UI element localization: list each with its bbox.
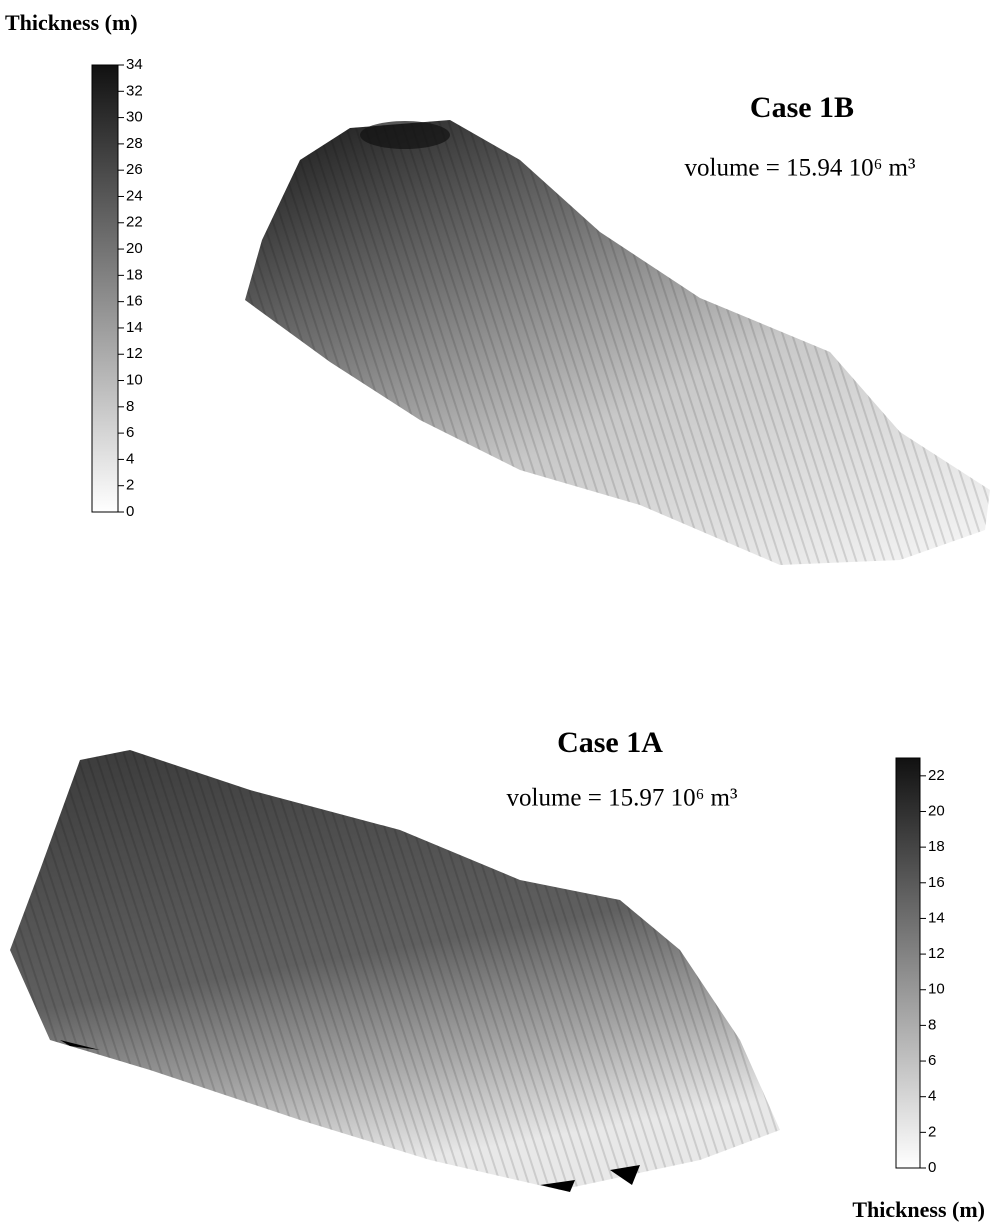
figure: Case 1B volume = 15.94 10⁶ m³ Thickness (m… xyxy=(0,0,994,1226)
colorbar-tick-label: 24 xyxy=(126,187,143,204)
colorbar-tick-label: 10 xyxy=(126,371,143,388)
colorbar-tick-label: 8 xyxy=(928,1016,936,1033)
colorbar-tick-label: 16 xyxy=(126,293,143,310)
colorbar-tick-label: 22 xyxy=(928,767,945,784)
colorbar-tick-label: 8 xyxy=(126,398,134,415)
colorbar-tick-label: 10 xyxy=(928,981,945,998)
colorbar-tick-label: 28 xyxy=(126,135,143,152)
colorbar-tick-label: 14 xyxy=(126,319,143,336)
panel-title: Case 1B xyxy=(750,91,854,124)
colorbar-tick-label: 0 xyxy=(928,1159,936,1176)
colorbar-tick-label: 12 xyxy=(928,945,945,962)
volume-annotation: volume = 15.97 10⁶ m³ xyxy=(507,785,738,812)
colorbar-tick-label: 32 xyxy=(126,82,143,99)
colorbar-tick-label: 6 xyxy=(126,424,134,441)
surface-1b xyxy=(245,120,990,565)
colorbar-tick-label: 18 xyxy=(928,838,945,855)
colorbar-label: Thickness (m) xyxy=(5,10,138,35)
colorbar-tick-label: 4 xyxy=(126,450,134,467)
colorbar-tick-label: 18 xyxy=(126,266,143,283)
colorbar xyxy=(92,65,118,512)
colorbar-tick-label: 16 xyxy=(928,874,945,891)
colorbar-tick-label: 26 xyxy=(126,161,143,178)
colorbar-label: Thickness (m) xyxy=(852,1197,985,1222)
surface-1a xyxy=(10,750,780,1192)
colorbar-tick-label: 6 xyxy=(928,1052,936,1069)
colorbar-tick-label: 2 xyxy=(928,1123,936,1140)
colorbar-tick-label: 2 xyxy=(126,477,134,494)
colorbar-tick-label: 12 xyxy=(126,345,143,362)
colorbar-tick-label: 4 xyxy=(928,1088,936,1105)
colorbar-tick-label: 34 xyxy=(126,56,143,73)
colorbar-tick-label: 20 xyxy=(126,240,143,257)
colorbar-tick-label: 20 xyxy=(928,802,945,819)
volume-annotation: volume = 15.94 10⁶ m³ xyxy=(685,155,916,182)
panel-title: Case 1A xyxy=(557,726,663,759)
colorbar-tick-label: 22 xyxy=(126,214,143,231)
colorbar-tick-label: 0 xyxy=(126,503,134,520)
colorbar xyxy=(896,758,920,1168)
colorbar-tick-label: 14 xyxy=(928,909,945,926)
colorbar-tick-label: 30 xyxy=(126,109,143,126)
